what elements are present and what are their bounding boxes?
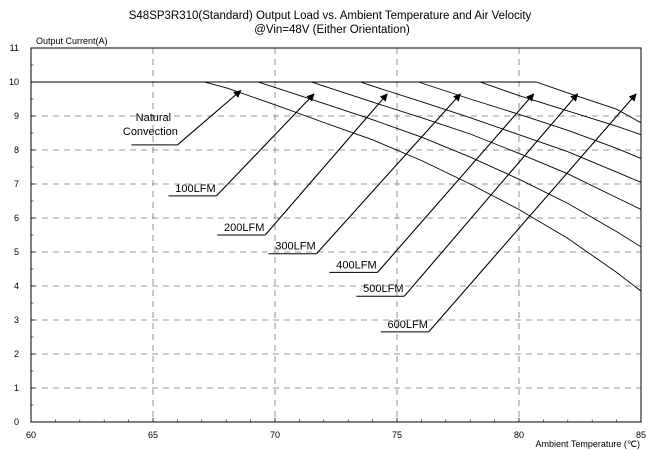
y-tick-label: 6 bbox=[14, 213, 19, 223]
annotation-arrow bbox=[316, 93, 461, 255]
y-tick-label: 8 bbox=[14, 145, 19, 155]
y-tick-label: 3 bbox=[14, 315, 19, 325]
annotation-label: Natural bbox=[136, 112, 171, 124]
y-tick-label: 10 bbox=[9, 77, 19, 87]
y-tick-label: 9 bbox=[14, 111, 19, 121]
series-line-400lfm bbox=[31, 81, 642, 159]
series-line-natural-convection bbox=[31, 81, 642, 292]
annotation-arrow bbox=[428, 93, 637, 333]
y-tick-label: 11 bbox=[10, 43, 19, 53]
plot-frame bbox=[30, 47, 642, 423]
annotation-label: 400LFM bbox=[336, 259, 376, 271]
annotation-arrow bbox=[403, 93, 579, 297]
x-tick-label: 65 bbox=[148, 430, 158, 440]
annotation-arrow bbox=[177, 89, 242, 146]
annotation-arrow bbox=[216, 93, 315, 197]
annotation-arrow bbox=[377, 93, 535, 273]
x-tick-label: 75 bbox=[392, 430, 402, 440]
x-tick-label: 85 bbox=[636, 430, 646, 440]
series-line-600lfm bbox=[31, 81, 642, 124]
series-line-300lfm bbox=[31, 81, 642, 183]
series-line-100lfm bbox=[31, 81, 642, 248]
y-axis-label: Output Current(A) bbox=[36, 36, 108, 46]
y-tick-label: 5 bbox=[14, 247, 19, 257]
annotation-label: 200LFM bbox=[224, 222, 264, 234]
series-line-200lfm bbox=[31, 81, 642, 210]
y-tick-label: 0 bbox=[14, 417, 19, 427]
x-tick-label: 80 bbox=[514, 430, 524, 440]
chart-title: S48SP3R310(Standard) Output Load vs. Amb… bbox=[129, 10, 532, 22]
x-tick-label: 60 bbox=[26, 430, 36, 440]
x-tick-label: 70 bbox=[270, 430, 280, 440]
y-tick-label: 2 bbox=[14, 349, 19, 359]
y-tick-label: 4 bbox=[14, 281, 19, 291]
chart-subtitle: @Vin=48V (Either Orientation) bbox=[254, 24, 410, 36]
x-axis-label: Ambient Temperature (℃) bbox=[536, 439, 640, 449]
annotation-label: 500LFM bbox=[363, 283, 403, 295]
annotation-label: 100LFM bbox=[175, 183, 215, 195]
y-tick-label: 7 bbox=[14, 179, 19, 189]
annotation-label: 600LFM bbox=[388, 319, 428, 331]
y-tick-label: 1 bbox=[14, 383, 19, 393]
annotation-label: 300LFM bbox=[275, 241, 315, 253]
annotation-arrow bbox=[264, 93, 388, 236]
annotation-label: Convection bbox=[123, 126, 178, 138]
